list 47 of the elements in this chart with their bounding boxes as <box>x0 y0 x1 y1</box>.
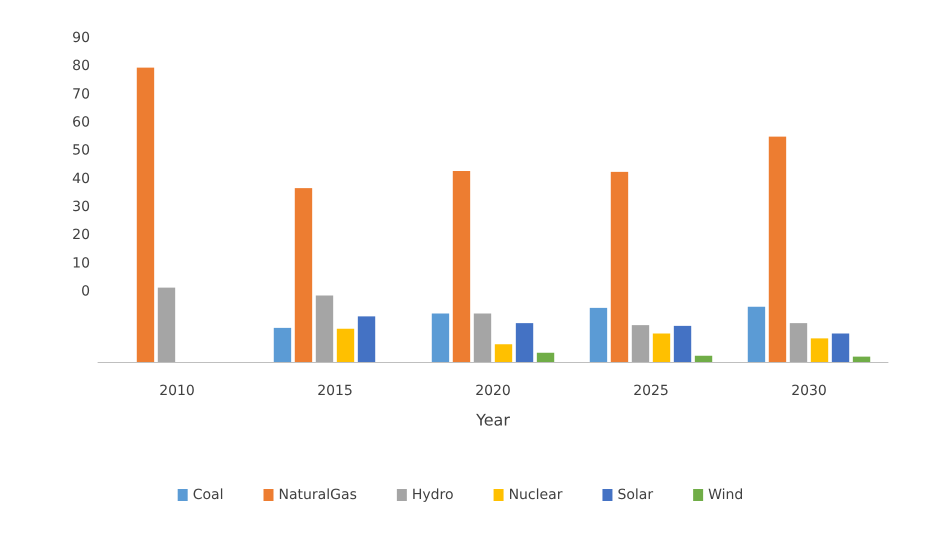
bar <box>316 296 334 362</box>
y-tick-label: 0 <box>81 284 90 300</box>
bar <box>674 326 692 362</box>
bar <box>336 328 354 362</box>
bar <box>610 172 628 362</box>
x-tick-label: 2015 <box>317 383 353 399</box>
bar <box>158 288 176 362</box>
y-tick-label: 70 <box>72 86 90 102</box>
x-tick-label: 2025 <box>633 383 669 399</box>
bar <box>432 314 450 362</box>
y-tick-label: 50 <box>72 142 90 159</box>
bar <box>748 306 766 362</box>
bar <box>294 188 312 362</box>
x-axis-title: Year <box>475 410 510 430</box>
y-tick-label: 40 <box>72 170 90 187</box>
bar <box>768 136 786 362</box>
legend-label: NaturalGas <box>278 487 357 503</box>
bar <box>790 323 808 362</box>
bar <box>494 344 512 362</box>
bar <box>274 328 292 362</box>
x-tick-label: 2030 <box>791 383 827 399</box>
bar <box>474 314 492 362</box>
bar <box>810 338 828 362</box>
y-tick-label: 30 <box>72 199 90 216</box>
bar <box>832 334 850 362</box>
bar <box>852 356 870 362</box>
legend-label: Nuclear <box>508 487 563 503</box>
y-tick-label: 60 <box>72 114 90 131</box>
bar <box>358 316 376 362</box>
y-tick-label: 10 <box>72 255 90 272</box>
bar <box>632 325 650 362</box>
bar <box>590 308 608 362</box>
legend-label: Solar <box>617 487 654 503</box>
y-tick-label: 80 <box>72 58 90 74</box>
y-tick-label: 90 <box>72 30 90 46</box>
legend-label: Hydro <box>412 487 454 503</box>
bar <box>516 323 534 362</box>
bar <box>136 68 154 362</box>
bar <box>694 356 712 362</box>
legend-label: Wind <box>708 487 744 503</box>
legend-label: Coal <box>192 487 224 503</box>
bar <box>452 170 470 362</box>
y-tick-label: 20 <box>72 227 90 244</box>
x-tick-label: 2020 <box>475 383 511 399</box>
bar <box>652 334 670 362</box>
x-tick-label: 2010 <box>159 383 195 399</box>
bar <box>536 352 554 362</box>
